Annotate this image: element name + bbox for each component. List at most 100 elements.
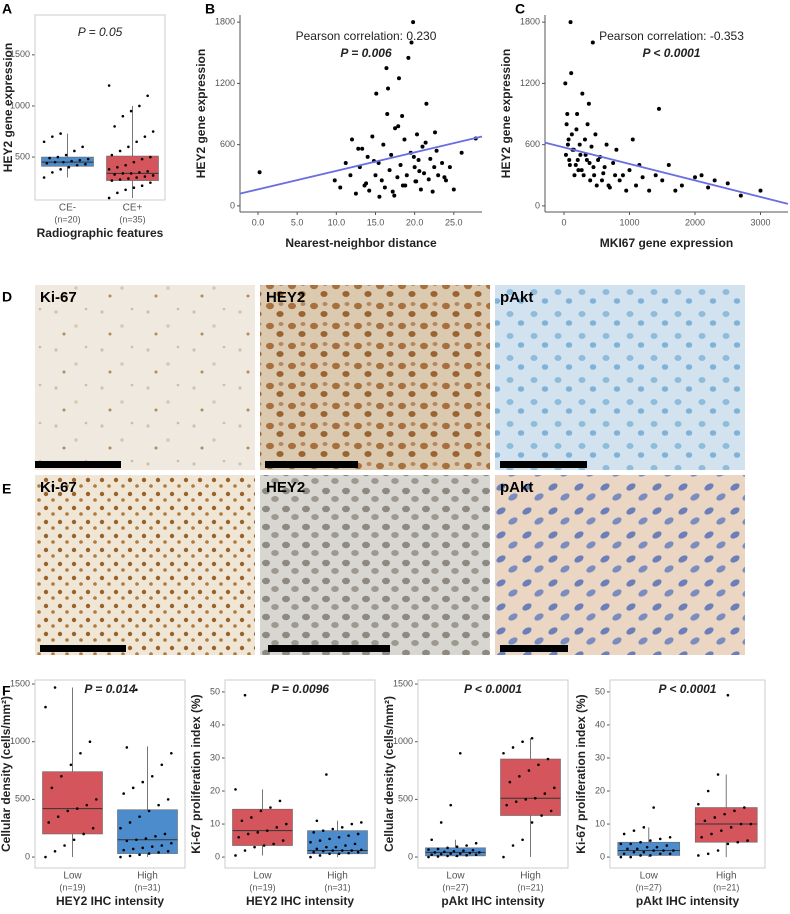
point xyxy=(360,146,365,151)
x-tick-label: 10.0 xyxy=(328,217,346,227)
point xyxy=(160,844,164,847)
point xyxy=(652,849,655,852)
point xyxy=(325,845,328,849)
point xyxy=(590,40,595,45)
point xyxy=(393,126,398,131)
point xyxy=(434,148,439,153)
panel-label: C xyxy=(515,1,525,17)
point xyxy=(713,816,717,819)
point xyxy=(44,705,47,709)
scale-bar xyxy=(500,645,568,652)
point xyxy=(338,185,343,190)
point xyxy=(653,173,658,178)
point xyxy=(81,145,84,149)
point xyxy=(404,173,409,178)
y-tick-label: 500 xyxy=(398,794,413,804)
y-tick-label: 50 xyxy=(595,686,605,696)
point xyxy=(593,132,598,137)
point xyxy=(163,832,167,836)
point xyxy=(312,831,315,834)
point xyxy=(402,137,407,142)
point xyxy=(622,832,626,836)
point xyxy=(433,851,437,854)
y-tick-label: 20 xyxy=(210,785,220,795)
point xyxy=(256,831,260,834)
scale-bar xyxy=(40,645,126,652)
y-tick-label: 1200 xyxy=(520,78,540,88)
point xyxy=(243,693,247,697)
point xyxy=(672,849,675,852)
point xyxy=(584,157,589,162)
point xyxy=(95,798,98,801)
point xyxy=(679,183,684,188)
point xyxy=(119,826,122,830)
point xyxy=(59,168,62,171)
point xyxy=(412,165,417,170)
plot-frame xyxy=(34,679,186,869)
point xyxy=(269,806,272,809)
point xyxy=(699,173,704,178)
point xyxy=(586,101,591,106)
point xyxy=(565,142,570,147)
point xyxy=(474,853,478,857)
point xyxy=(72,838,76,842)
point xyxy=(118,178,122,181)
point xyxy=(411,20,416,25)
y-tick-label: 1000 xyxy=(10,100,30,110)
point xyxy=(138,171,141,174)
point xyxy=(420,144,425,149)
y-tick-label: 1000 xyxy=(10,736,30,746)
point xyxy=(639,840,642,844)
point xyxy=(144,837,148,840)
point xyxy=(367,188,372,193)
point xyxy=(505,803,508,807)
micrograph-label: Ki-67 xyxy=(40,289,77,306)
point xyxy=(59,132,62,135)
point xyxy=(69,763,73,767)
point xyxy=(143,135,147,138)
y-tick-label: 40 xyxy=(210,719,220,729)
point xyxy=(587,161,592,166)
point xyxy=(581,173,586,178)
point xyxy=(365,154,370,159)
point xyxy=(620,173,625,178)
point xyxy=(250,816,253,819)
point xyxy=(629,855,632,859)
point xyxy=(575,157,580,162)
point xyxy=(129,172,133,175)
n-label: (n=35) xyxy=(119,214,145,224)
point xyxy=(125,839,129,843)
point xyxy=(436,173,441,178)
point xyxy=(400,114,405,119)
point xyxy=(149,181,152,184)
point xyxy=(668,835,672,839)
point xyxy=(150,845,154,848)
y-axis-label: Ki-67 proliferation index (%) xyxy=(189,694,203,853)
point xyxy=(340,826,344,829)
point xyxy=(692,175,697,180)
x-axis-label: HEY2 IHC intensity xyxy=(56,894,164,908)
point xyxy=(585,122,590,127)
point xyxy=(53,849,57,853)
point xyxy=(47,821,50,824)
n-label: (n=27) xyxy=(442,882,468,892)
box xyxy=(500,758,561,816)
point xyxy=(331,827,335,831)
plot-frame xyxy=(34,14,166,201)
point xyxy=(635,847,639,851)
x-tick-label: 0.0 xyxy=(252,217,265,227)
point xyxy=(135,688,138,692)
point xyxy=(518,775,521,778)
y-tick-label: 0 xyxy=(408,851,413,861)
point xyxy=(125,746,129,749)
point xyxy=(543,792,547,795)
n-label: (n=19) xyxy=(249,882,275,892)
x-tick-label: Low xyxy=(63,871,82,882)
point xyxy=(141,846,145,850)
point xyxy=(265,829,269,832)
point xyxy=(563,152,568,157)
point xyxy=(384,66,389,71)
point xyxy=(642,826,646,829)
point xyxy=(739,822,743,826)
point xyxy=(356,832,360,836)
